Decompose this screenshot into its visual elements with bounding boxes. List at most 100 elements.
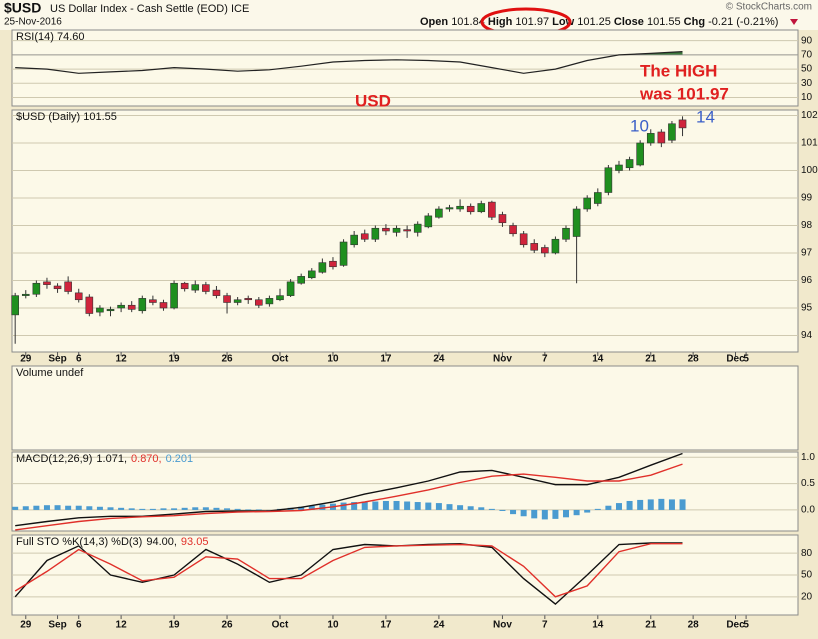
- y-tick-label: 30: [801, 78, 813, 89]
- y-tick-label: 101: [801, 138, 818, 149]
- candle-body: [541, 247, 549, 254]
- histogram-bar: [563, 509, 570, 518]
- histogram-bar: [435, 503, 442, 510]
- histogram-bar: [531, 509, 538, 519]
- histogram-bar: [319, 504, 326, 510]
- quote-label: High: [488, 16, 513, 28]
- x-tick-label: 14: [592, 354, 604, 365]
- candle-body: [286, 281, 295, 296]
- x-tick-label: 7: [542, 354, 548, 365]
- histogram-bar: [192, 507, 199, 510]
- candle-body: [360, 233, 369, 240]
- candle-body: [64, 281, 72, 292]
- y-tick-label: 97: [801, 248, 813, 259]
- x-tick-label: 5: [743, 354, 749, 365]
- plot-area: 90 70 50 30 10 RSI(14) 74.60 94 95 96 97 98 99 100 10…: [11, 29, 818, 631]
- quote: Open 101.84 High 101.97 Low 101.25 Close…: [420, 16, 778, 28]
- candle-body: [255, 299, 263, 306]
- histogram-bar: [33, 505, 40, 510]
- x-tick-label: 21: [645, 354, 657, 365]
- candle-body: [509, 225, 517, 235]
- line: [15, 51, 683, 74]
- panel-title: Volume undef: [16, 367, 84, 379]
- candle-body: [43, 281, 51, 285]
- candle-body: [445, 207, 454, 210]
- histogram-bar: [361, 501, 368, 510]
- histogram-bar: [414, 502, 421, 510]
- x-tick-label: 12: [116, 354, 128, 365]
- candle-body: [265, 298, 274, 305]
- histogram-bar: [393, 500, 400, 510]
- x-tick-label: Oct: [272, 620, 289, 631]
- quote-value: 101.25: [577, 16, 611, 28]
- candle-body: [85, 296, 94, 314]
- histogram-bar: [573, 509, 580, 516]
- histogram-bar: [234, 508, 241, 510]
- candle-body: [625, 159, 634, 169]
- histogram-bar: [457, 505, 464, 510]
- x-tick-label: 10: [327, 354, 339, 365]
- line: [14, 542, 683, 606]
- x-tick-label: 29: [20, 620, 32, 631]
- histogram-bar: [149, 508, 156, 510]
- candle-body: [615, 164, 623, 171]
- line: [14, 543, 683, 598]
- panel-title: Full STO %K(14,3) %D(3) 94.00, 93.05: [16, 536, 208, 548]
- quote-value: -0.21: [708, 16, 733, 28]
- x-tick-label: 24: [433, 620, 445, 631]
- annotation: USD: [355, 91, 391, 110]
- candle-body: [233, 299, 242, 303]
- candle-body: [297, 276, 305, 284]
- y-tick-label: 50: [801, 570, 813, 581]
- histogram-bar: [351, 502, 358, 510]
- candle-body: [392, 227, 401, 233]
- candle-body: [604, 167, 613, 193]
- y-tick-label: 1.0: [801, 452, 815, 463]
- candle-body: [117, 304, 125, 309]
- histogram-bar: [160, 508, 167, 510]
- y-tick-label: 99: [801, 193, 813, 204]
- candle-body: [519, 233, 528, 246]
- histogram-bar: [96, 506, 103, 510]
- x-tick-label: 29: [20, 354, 32, 365]
- down-arrow: [790, 19, 798, 25]
- y-tick-label: 102: [801, 110, 818, 121]
- histogram-bar: [308, 505, 315, 510]
- histogram-bar: [510, 509, 517, 515]
- histogram-bar: [499, 509, 506, 511]
- legend-entry: 94.00,: [146, 536, 177, 548]
- histogram-bar: [382, 500, 389, 510]
- candle-body: [488, 201, 496, 218]
- histogram-bar: [626, 500, 633, 510]
- x-tick-label: 26: [221, 620, 233, 631]
- histogram-bar: [266, 509, 273, 511]
- candle-body: [466, 205, 475, 213]
- candle-body: [223, 295, 231, 303]
- candle-body: [562, 227, 570, 240]
- histogram-bar: [245, 509, 252, 510]
- x-tick-label: 28: [688, 354, 700, 365]
- x-tick-label: 24: [433, 354, 445, 365]
- symbol: $USD: [4, 0, 41, 16]
- candle-body: [371, 227, 380, 240]
- y-tick-label: 10: [801, 92, 813, 103]
- candle-body: [74, 292, 83, 301]
- candle-body: [593, 192, 602, 204]
- y-tick-label: 20: [801, 591, 813, 602]
- x-tick-label: Dec: [726, 354, 745, 365]
- candle-body: [530, 243, 539, 251]
- histogram-bar: [637, 499, 644, 510]
- panel: [11, 451, 799, 532]
- candle-body: [318, 262, 327, 273]
- quote-value: 101.84: [451, 16, 485, 28]
- histogram-bar: [647, 499, 654, 510]
- line: [15, 452, 683, 527]
- candle-body: [583, 197, 591, 210]
- histogram-bar: [139, 508, 146, 510]
- candle-body: [413, 223, 422, 233]
- candle-body: [572, 208, 581, 237]
- instrument-name: US Dollar Index - Cash Settle (EOD) ICE: [50, 3, 249, 15]
- legend-entry: 93.05: [181, 536, 209, 548]
- candle-body: [202, 284, 210, 292]
